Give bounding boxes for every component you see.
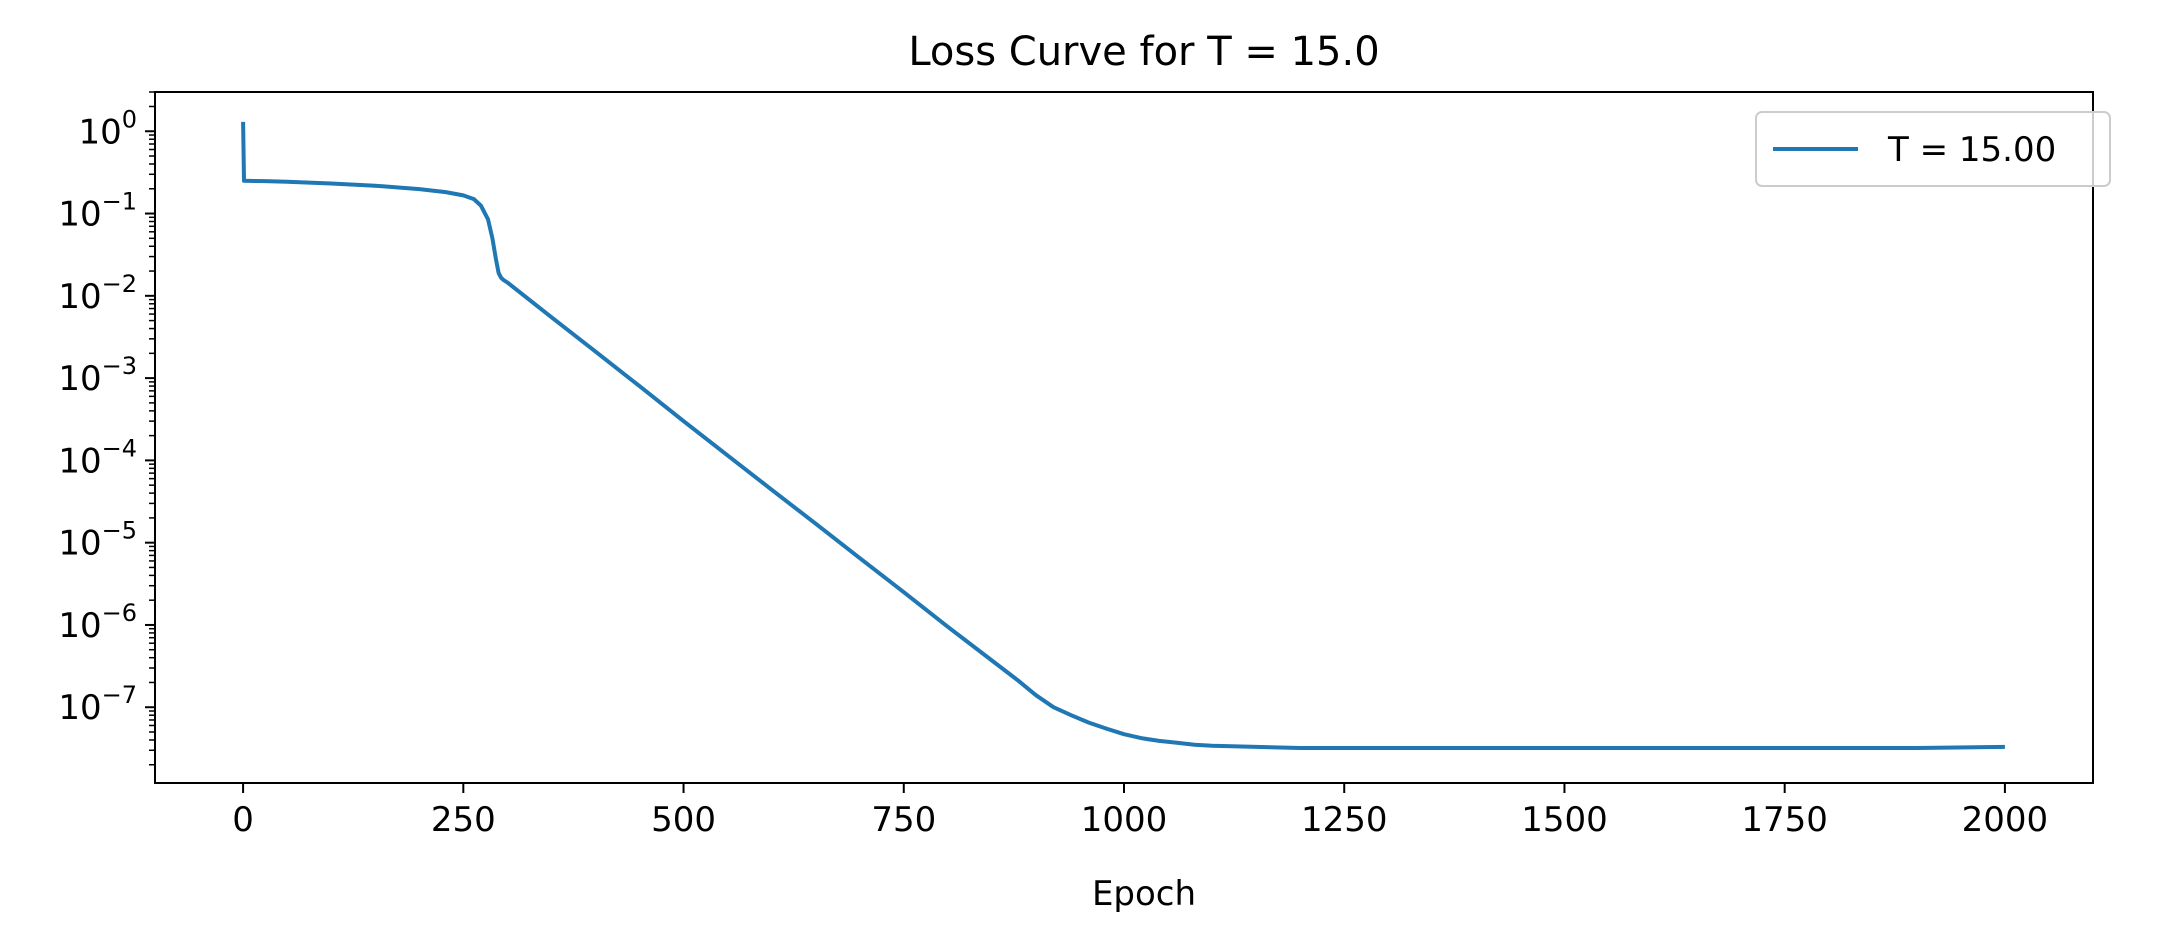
x-tick-label: 750 (871, 800, 936, 840)
plot-frame (154, 91, 2094, 784)
y-tick-label: 10−3 (58, 352, 137, 399)
legend-label: T = 15.00 (1887, 130, 2056, 170)
x-tick-label: 500 (651, 800, 716, 840)
chart-title: Loss Curve for T = 15.0 (908, 29, 1379, 75)
x-tick-label: 2000 (1962, 800, 2049, 840)
x-tick-label: 1750 (1741, 800, 1828, 840)
axes-layer: 0 250 500 750 1000 1250 1500 1750 2000 100 10−1 10−… (58, 91, 2094, 840)
y-tick-label: 10−4 (58, 434, 137, 481)
y-tick-label: 10−6 (58, 599, 137, 646)
x-tick-label: 250 (431, 800, 496, 840)
x-tick-label: 1250 (1301, 800, 1388, 840)
y-tick-label: 100 (78, 105, 137, 152)
x-tick-label: 1500 (1521, 800, 1608, 840)
x-tick-label: 0 (232, 800, 254, 840)
x-axis-label: Epoch (1092, 874, 1196, 914)
y-tick-label: 10−2 (58, 270, 137, 317)
legend-frame (1755, 111, 2111, 187)
y-tick-label: 10−7 (58, 681, 137, 728)
series-line (241, 121, 2005, 750)
y-tick-label: 10−5 (58, 517, 137, 564)
series-layer (241, 121, 2005, 750)
x-tick-label: 1000 (1081, 800, 1168, 840)
y-tick-label: 10−1 (58, 188, 137, 235)
legend: T = 15.00 (1755, 111, 2111, 187)
